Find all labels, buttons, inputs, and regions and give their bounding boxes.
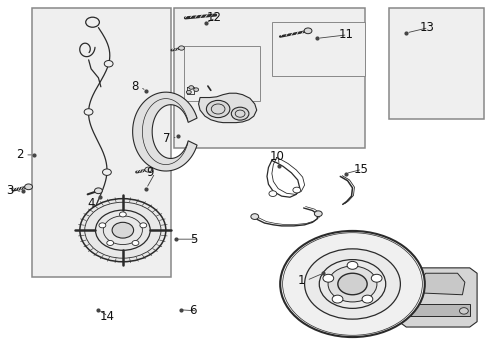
Circle shape: [280, 231, 425, 337]
Circle shape: [231, 107, 249, 120]
Circle shape: [24, 184, 32, 190]
Bar: [272, 22, 365, 76]
Circle shape: [305, 249, 400, 319]
Bar: [32, 8, 171, 277]
Circle shape: [206, 100, 230, 118]
Circle shape: [460, 308, 468, 314]
Circle shape: [332, 295, 343, 303]
Text: 1: 1: [298, 274, 305, 287]
Text: 13: 13: [420, 21, 435, 34]
Circle shape: [132, 240, 139, 246]
Circle shape: [315, 211, 322, 217]
Circle shape: [186, 90, 191, 94]
Polygon shape: [198, 93, 257, 123]
Circle shape: [140, 223, 147, 228]
Text: 15: 15: [353, 163, 368, 176]
Circle shape: [145, 167, 152, 172]
Circle shape: [112, 222, 134, 238]
Circle shape: [80, 199, 166, 262]
Text: 6: 6: [189, 305, 196, 318]
Text: 14: 14: [99, 310, 114, 323]
Circle shape: [99, 223, 106, 228]
Circle shape: [251, 214, 259, 220]
Circle shape: [371, 274, 382, 282]
Circle shape: [85, 202, 161, 258]
Text: 9: 9: [147, 166, 154, 179]
Text: 4: 4: [88, 197, 95, 210]
Circle shape: [178, 46, 184, 50]
Circle shape: [323, 274, 334, 282]
Text: 8: 8: [132, 80, 139, 93]
Circle shape: [328, 266, 377, 302]
Text: 5: 5: [190, 233, 197, 246]
Bar: [174, 8, 365, 148]
Circle shape: [102, 169, 111, 175]
Circle shape: [304, 28, 312, 34]
Bar: [389, 8, 485, 119]
Circle shape: [194, 88, 198, 91]
Circle shape: [404, 308, 413, 314]
Text: 7: 7: [163, 132, 171, 145]
Text: 2: 2: [16, 148, 24, 161]
Circle shape: [84, 109, 93, 115]
Circle shape: [338, 273, 367, 295]
Circle shape: [107, 240, 114, 246]
Bar: [184, 45, 260, 101]
Circle shape: [189, 86, 194, 89]
Text: 11: 11: [339, 28, 354, 41]
Circle shape: [104, 60, 113, 67]
Circle shape: [95, 188, 102, 194]
Circle shape: [362, 295, 373, 303]
Polygon shape: [399, 268, 477, 327]
Polygon shape: [405, 304, 470, 316]
Circle shape: [347, 261, 358, 269]
Text: 10: 10: [270, 150, 284, 163]
Polygon shape: [418, 273, 465, 295]
Circle shape: [293, 187, 301, 193]
Polygon shape: [133, 92, 197, 171]
Circle shape: [269, 191, 277, 197]
Text: 12: 12: [207, 12, 222, 24]
Text: 3: 3: [6, 184, 14, 197]
Circle shape: [120, 212, 126, 217]
